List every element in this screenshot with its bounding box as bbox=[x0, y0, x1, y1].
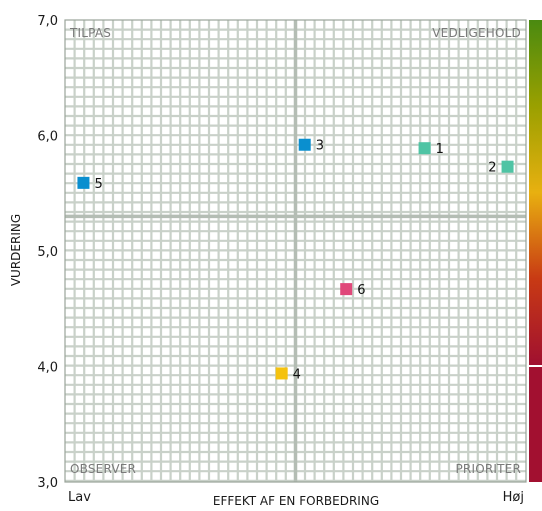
quadrant-label-bottom-left: OBSERVER bbox=[70, 462, 136, 476]
x-tick-high: Høj bbox=[503, 490, 524, 505]
y-tick-label: 6,0 bbox=[37, 130, 58, 145]
data-point-2 bbox=[501, 160, 514, 173]
x-axis-title: EFFEKT AF EN FORBEDRING bbox=[213, 494, 379, 508]
data-point-1 bbox=[418, 142, 431, 155]
data-point-4 bbox=[275, 367, 288, 380]
data-point-label-3: 3 bbox=[316, 139, 324, 154]
y-tick-label: 5,0 bbox=[37, 245, 58, 260]
quadrant-label-bottom-right: PRIORITER bbox=[456, 462, 522, 476]
x-tick-low: Lav bbox=[68, 490, 91, 505]
data-point-label-1: 1 bbox=[436, 142, 444, 157]
data-point-label-5: 5 bbox=[94, 177, 102, 192]
data-point-6 bbox=[340, 283, 353, 296]
plot-border bbox=[64, 19, 527, 483]
color-scale-bar bbox=[529, 20, 542, 482]
data-point-label-2: 2 bbox=[488, 161, 496, 176]
y-tick-label: 7,0 bbox=[37, 14, 58, 29]
quadrant-label-top-left: TILPAS bbox=[69, 26, 111, 40]
data-point-label-4: 4 bbox=[293, 367, 301, 382]
axis-layer: VURDERING EFFEKT AF EN FORBEDRING Lav Hø… bbox=[9, 14, 524, 508]
plot-area: 1 2 3 4 5 6 bbox=[64, 19, 527, 483]
y-tick-label: 4,0 bbox=[37, 361, 58, 376]
scale-bar-upper bbox=[529, 20, 542, 365]
y-axis-title: VURDERING bbox=[9, 214, 23, 286]
scale-bar-lower bbox=[529, 367, 542, 482]
y-tick-label: 3,0 bbox=[37, 476, 58, 491]
quadrant-label-top-right: VEDLIGEHOLD bbox=[432, 26, 521, 40]
data-point-3 bbox=[298, 138, 311, 151]
data-point-label-6: 6 bbox=[357, 283, 365, 298]
data-point-5 bbox=[77, 176, 90, 189]
